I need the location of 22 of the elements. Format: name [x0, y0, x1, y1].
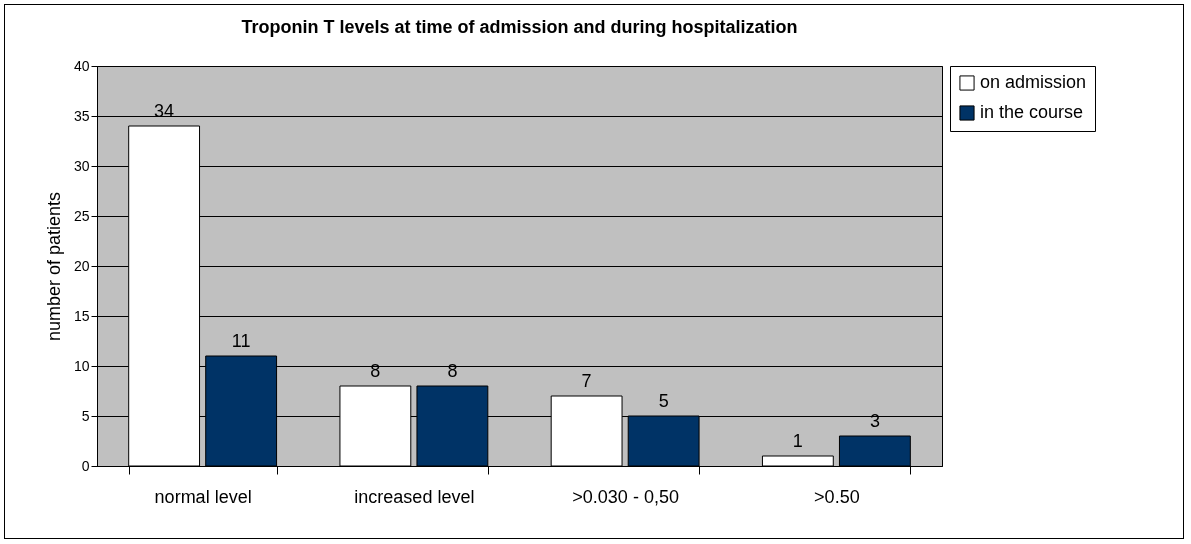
y-tick-label: 30: [73, 157, 90, 174]
y-axis-title: number of patients: [43, 191, 64, 342]
data-label: 8: [447, 361, 458, 381]
y-tick-label: 0: [81, 457, 90, 474]
y-tick-label: 25: [73, 207, 90, 224]
y-tick-label: 35: [73, 107, 90, 124]
y-tick-label: 20: [73, 257, 90, 274]
legend-label: on admission: [980, 72, 1087, 92]
x-tick-label: normal level: [154, 486, 252, 507]
y-tick-label: 10: [73, 357, 90, 374]
x-tick-label: >0.50: [814, 486, 860, 507]
y-tick-label: 15: [73, 307, 90, 324]
y-tick-label: 40: [73, 57, 90, 74]
x-tick-label: increased level: [354, 486, 475, 507]
x-tick-label: >0.030 - 0,50: [572, 486, 679, 507]
legend-label: in the course: [980, 102, 1084, 122]
chart-title: Troponin T levels at time of admission and during hospitalization: [241, 17, 798, 37]
data-label: 1: [792, 431, 803, 451]
data-label: 5: [658, 391, 669, 411]
y-tick-label: 5: [81, 407, 90, 424]
data-label: 7: [581, 371, 592, 391]
data-label: 11: [231, 331, 251, 351]
